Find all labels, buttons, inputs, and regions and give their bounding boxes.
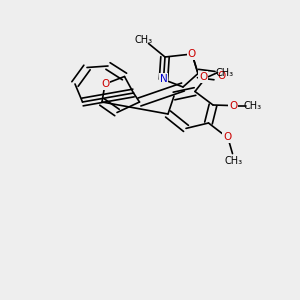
Text: O: O — [217, 70, 225, 81]
Text: CH₃: CH₃ — [215, 68, 233, 78]
Text: CH₃: CH₃ — [244, 100, 262, 111]
Text: O: O — [223, 132, 232, 142]
Text: O: O — [199, 72, 207, 82]
Text: O: O — [188, 49, 196, 59]
Text: CH₃: CH₃ — [135, 35, 153, 45]
Text: O: O — [229, 100, 237, 111]
Text: O: O — [101, 79, 109, 89]
Text: N: N — [160, 74, 167, 85]
Text: CH₃: CH₃ — [224, 156, 242, 166]
